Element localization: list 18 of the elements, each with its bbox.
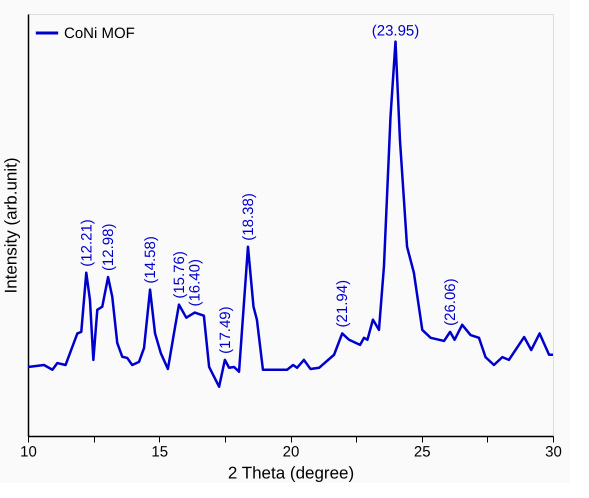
x-tick-label: 20 [282,444,300,460]
annotation: (23.95) [372,22,420,40]
y-axis-title: Intensity (arb.unit) [2,157,20,294]
legend-label: CoNi MOF [64,25,135,42]
x-axis-title: 2 Theta (degree) [228,464,354,482]
annotation: (18.38) [240,193,257,241]
annotation: (14.58) [142,236,160,284]
annotation: (21.94) [334,280,352,328]
annotation: (26.06) [442,278,460,326]
x-tick-label: 15 [151,444,168,460]
x-tick-label: 10 [20,444,37,460]
annotation: (17.49) [216,306,234,354]
annotation: (12.98) [100,224,118,272]
annotation: (16.40) [186,259,204,307]
x-tick-label: 25 [414,444,431,460]
annotation: (12.21) [78,219,96,267]
x-tick-label: 30 [545,444,562,460]
annotation: (15.76) [170,251,188,299]
